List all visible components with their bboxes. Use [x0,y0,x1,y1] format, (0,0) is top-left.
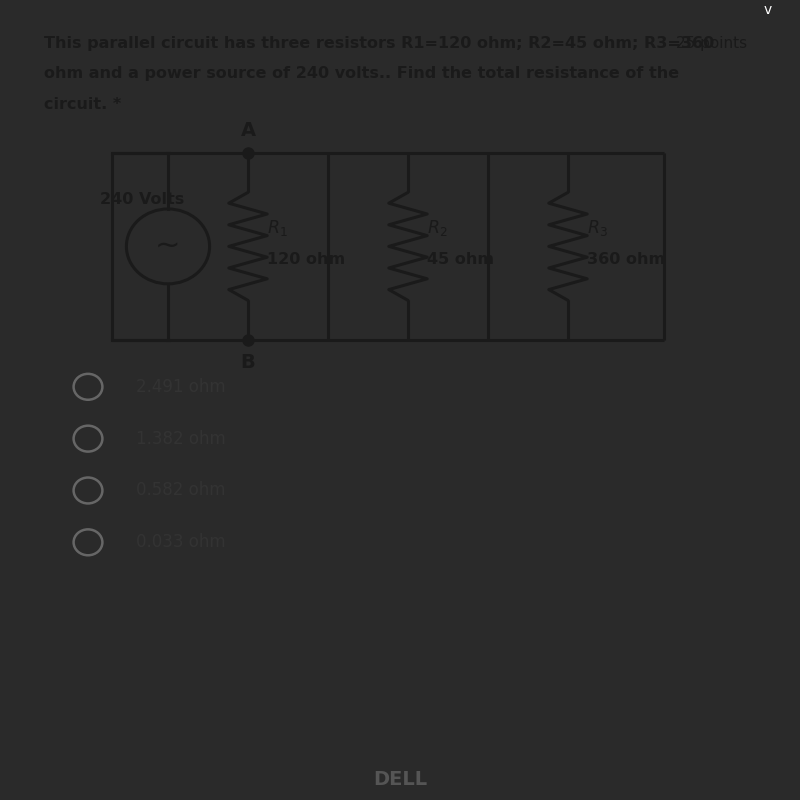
Text: 1.382 ohm: 1.382 ohm [136,430,226,448]
Text: 45 ohm: 45 ohm [427,252,494,267]
Text: v: v [764,3,772,17]
Text: ~: ~ [155,232,181,261]
Text: 240 Volts: 240 Volts [100,192,184,207]
Text: 0.582 ohm: 0.582 ohm [136,482,226,499]
Text: A: A [241,121,255,140]
Text: $R_2$: $R_2$ [427,218,448,238]
Text: 120 ohm: 120 ohm [267,252,346,267]
Text: 360 ohm: 360 ohm [587,252,666,267]
Text: B: B [241,353,255,372]
Text: $R_1$: $R_1$ [267,218,288,238]
Text: DELL: DELL [373,770,427,789]
Text: 2.491 ohm: 2.491 ohm [136,378,226,396]
Text: 0.033 ohm: 0.033 ohm [136,534,226,551]
Text: circuit. *: circuit. * [44,97,122,112]
Text: ohm and a power source of 240 volts.. Find the total resistance of the: ohm and a power source of 240 volts.. Fi… [44,66,679,82]
Text: 25 points: 25 points [676,36,747,51]
Text: $R_3$: $R_3$ [587,218,608,238]
Text: This parallel circuit has three resistors R1=120 ohm; R2=45 ohm; R3=360: This parallel circuit has three resistor… [44,36,714,51]
